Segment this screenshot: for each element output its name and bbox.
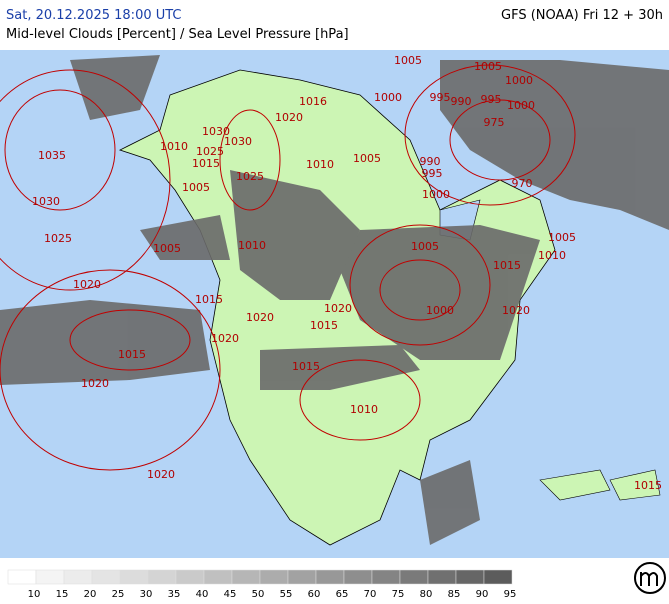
isobar-label: 975 [484, 116, 505, 129]
legend-label: 90 [476, 589, 489, 600]
isobar-label: 990 [451, 95, 472, 108]
isobar-label: 995 [422, 167, 443, 180]
legend-label: 25 [112, 589, 125, 600]
isobar-label: 1005 [474, 60, 502, 73]
legend-swatch [455, 569, 485, 585]
legend-label: 80 [420, 589, 433, 600]
isobar-label: 1030 [202, 125, 230, 138]
isobar-label: 1005 [394, 54, 422, 67]
isobar-label: 1035 [38, 149, 66, 162]
legend-label: 45 [224, 589, 237, 600]
isobar-label: 1020 [324, 302, 352, 315]
isobar-label: 995 [430, 91, 451, 104]
isobar-label: 990 [420, 155, 441, 168]
isobar-label: 1020 [81, 377, 109, 390]
legend: 10 15 20 25 30 35 40 45 50 55 60 65 70 75 80 85 90 95 [7, 569, 517, 600]
legend-swatch [91, 569, 121, 585]
isobar-label: 1010 [538, 249, 566, 262]
isobar-label: 1000 [426, 304, 454, 317]
isobar-label: 1025 [196, 145, 224, 158]
legend-label: 65 [336, 589, 349, 600]
legend-label: 50 [252, 589, 265, 600]
isobar-label: 1005 [153, 242, 181, 255]
legend-label: 60 [308, 589, 321, 600]
legend-swatch [35, 569, 65, 585]
legend-label: 55 [280, 589, 293, 600]
legend-label: 35 [168, 589, 181, 600]
isobar-label: 1015 [195, 293, 223, 306]
legend-swatch [287, 569, 317, 585]
legend-swatch [259, 569, 289, 585]
legend-swatch [231, 569, 261, 585]
legend-label: 15 [56, 589, 69, 600]
legend-label: 95 [504, 589, 517, 600]
isobar-label: 1010 [160, 140, 188, 153]
legend-label: 20 [84, 589, 97, 600]
land [118, 69, 556, 546]
legend-label: 30 [140, 589, 153, 600]
isobar-label: 1020 [211, 332, 239, 345]
isobar-label: 1025 [44, 232, 72, 245]
logo [634, 562, 666, 594]
isobar-label: 1020 [502, 304, 530, 317]
isobar-label: 1000 [422, 188, 450, 201]
isobar-label: 970 [512, 177, 533, 190]
legend-label: 10 [28, 589, 41, 600]
isobar-label: 1005 [411, 240, 439, 253]
legend-swatch [63, 569, 93, 585]
isobar-label: 1030 [224, 135, 252, 148]
valid-time: Sat, 20.12.2025 18:00 UTC [6, 8, 182, 23]
legend-swatch [203, 569, 233, 585]
isobar-label: 1016 [299, 95, 327, 108]
isobar-label: 1030 [32, 195, 60, 208]
isobar-label: 1020 [73, 278, 101, 291]
isobar-label: 1000 [505, 74, 533, 87]
isobar-label: 1020 [147, 468, 175, 481]
isobar-label: 1025 [236, 170, 264, 183]
isobar-label: 1005 [353, 152, 381, 165]
legend-swatch [175, 569, 205, 585]
isobar-label: 1015 [118, 348, 146, 361]
isobar-label: 995 [481, 93, 502, 106]
legend-label: 75 [392, 589, 405, 600]
legend-swatch [483, 569, 513, 585]
isobar-label: 1000 [507, 99, 535, 112]
legend-swatch [399, 569, 429, 585]
map-title: Mid-level Clouds [Percent] / Sea Level P… [6, 27, 349, 42]
isobar-label: 1015 [192, 157, 220, 170]
isobars [0, 64, 576, 471]
legend-label: 85 [448, 589, 461, 600]
isobar-label: 1020 [275, 111, 303, 124]
legend-swatch [7, 569, 37, 585]
isobar-label: 1000 [374, 91, 402, 104]
isobar-label: 1010 [238, 239, 266, 252]
isobar-label: 1005 [548, 231, 576, 244]
isobar-label: 1015 [292, 360, 320, 373]
legend-label: 40 [196, 589, 209, 600]
legend-swatch [119, 569, 149, 585]
legend-label: 70 [364, 589, 377, 600]
isobar-label: 1015 [310, 319, 338, 332]
isobar-label: 1005 [182, 181, 210, 194]
islands [539, 469, 661, 501]
legend-swatch [315, 569, 345, 585]
isobar-label: 1015 [493, 259, 521, 272]
isobar-label: 1010 [306, 158, 334, 171]
legend-swatch [427, 569, 457, 585]
isobar-label: 1010 [350, 403, 378, 416]
legend-swatch [147, 569, 177, 585]
isobar-label: 1020 [246, 311, 274, 324]
legend-swatch [343, 569, 373, 585]
legend-swatch [371, 569, 401, 585]
isobar-label: 1015 [634, 479, 662, 492]
clouds [0, 55, 669, 545]
model-info: GFS (NOAA) Fri 12 + 30h [501, 8, 663, 23]
